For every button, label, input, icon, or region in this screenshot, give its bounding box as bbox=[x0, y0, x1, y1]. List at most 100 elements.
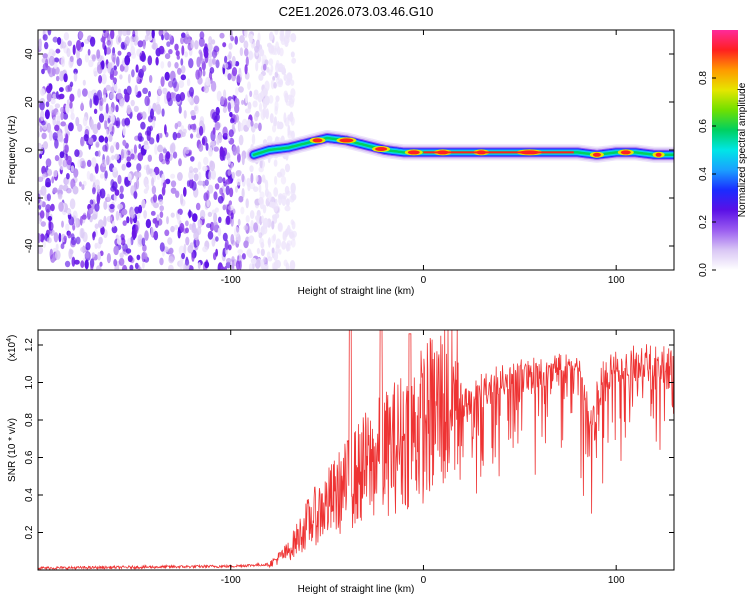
heatmap-cell bbox=[190, 39, 195, 49]
heatmap-cell bbox=[72, 185, 79, 195]
heatmap-cell bbox=[96, 184, 101, 193]
heatmap-cell bbox=[146, 164, 150, 175]
heatmap-cell bbox=[262, 98, 268, 109]
heatmap-cell bbox=[261, 215, 264, 224]
heatmap-cell bbox=[86, 159, 92, 167]
heatmap-cell bbox=[142, 39, 146, 50]
heatmap-cell bbox=[228, 51, 232, 60]
heatmap-cell bbox=[226, 203, 231, 214]
heatmap-cell bbox=[63, 32, 70, 41]
heatmap-cell bbox=[275, 238, 282, 249]
heatmap-cell bbox=[213, 212, 218, 224]
heatmap-cell bbox=[68, 248, 73, 260]
heatmap-cell bbox=[94, 223, 99, 229]
heatmap-cell bbox=[244, 108, 251, 114]
heatmap-cell bbox=[134, 206, 140, 214]
heatmap-cell bbox=[52, 116, 57, 126]
heatmap-cell bbox=[279, 47, 284, 57]
heatmap-cell bbox=[94, 203, 100, 212]
heatmap-cell bbox=[57, 128, 61, 137]
heatmap-cell bbox=[241, 173, 245, 183]
heatmap-cell bbox=[160, 61, 165, 69]
heatmap-cell bbox=[96, 193, 101, 205]
heatmap-cell bbox=[174, 224, 179, 230]
heatmap-cell bbox=[42, 141, 49, 150]
heatmap-cell bbox=[120, 151, 124, 161]
heatmap-cell bbox=[207, 211, 213, 217]
heatmap-cell bbox=[162, 146, 167, 154]
heatmap-cell bbox=[80, 260, 85, 268]
y-tick-label: 0.8 bbox=[24, 413, 35, 427]
heatmap-cell bbox=[285, 198, 290, 207]
heatmap-cell bbox=[68, 122, 74, 132]
heatmap-cell bbox=[157, 108, 162, 115]
heatmap-cell bbox=[117, 203, 123, 210]
heatmap-cell bbox=[255, 175, 259, 183]
heatmap-cell bbox=[75, 217, 79, 228]
heatmap-cell bbox=[166, 216, 169, 225]
heatmap-cell bbox=[197, 161, 202, 171]
heatmap-cell bbox=[116, 56, 120, 67]
heatmap-cell bbox=[204, 179, 209, 186]
heatmap-cell bbox=[278, 249, 282, 255]
heatmap-cell bbox=[159, 242, 165, 252]
heatmap-cell bbox=[168, 34, 173, 41]
heatmap-cell bbox=[38, 176, 44, 183]
heatmap-x-axis-label: Height of straight line (km) bbox=[298, 286, 415, 297]
heatmap-cell bbox=[231, 171, 235, 179]
heatmap-cell bbox=[119, 252, 124, 259]
heatmap-cell bbox=[222, 126, 228, 137]
heatmap-cell bbox=[111, 52, 117, 63]
heatmap-cell bbox=[114, 189, 120, 196]
heatmap-cell bbox=[224, 55, 228, 64]
heatmap-cell bbox=[47, 66, 52, 75]
heatmap-cell bbox=[150, 226, 154, 238]
heatmap-cell bbox=[175, 190, 180, 198]
heatmap-cell bbox=[188, 209, 192, 219]
heatmap-cell bbox=[247, 81, 251, 90]
heatmap-cell bbox=[170, 187, 177, 194]
heatmap-cell bbox=[273, 251, 279, 262]
heatmap-cell bbox=[88, 59, 94, 68]
heatmap-cell bbox=[283, 90, 288, 99]
heatmap-cell bbox=[99, 261, 103, 267]
heatmap-cell bbox=[206, 199, 210, 208]
heatmap-cell bbox=[199, 209, 206, 220]
heatmap-cell bbox=[275, 59, 280, 68]
heatmap-cell bbox=[239, 35, 245, 44]
heatmap-cell bbox=[189, 223, 193, 230]
heatmap-cell bbox=[238, 86, 244, 93]
heatmap-cell bbox=[44, 41, 49, 50]
heatmap-cell bbox=[209, 140, 215, 149]
heatmap-cell bbox=[158, 85, 162, 96]
heatmap-cell bbox=[197, 262, 201, 269]
heatmap-cell bbox=[207, 184, 214, 194]
heatmap-cell bbox=[110, 30, 115, 40]
snr-ticks: -100 0 100 0.2 0.4 0.6 0.8 1.0 1.2 bbox=[24, 330, 674, 586]
heatmap-cell bbox=[267, 237, 271, 248]
heatmap-cell bbox=[49, 248, 53, 260]
snr-series-line bbox=[38, 330, 674, 570]
heatmap-cell bbox=[133, 144, 137, 155]
heatmap-cell bbox=[109, 92, 115, 100]
heatmap-cell bbox=[67, 231, 72, 239]
heatmap-cell bbox=[82, 231, 88, 243]
heatmap-cell bbox=[158, 152, 164, 163]
heatmap-cell bbox=[217, 195, 224, 204]
heatmap-cell bbox=[212, 57, 216, 65]
heatmap-cell bbox=[39, 210, 45, 219]
heatmap-cell bbox=[72, 44, 76, 56]
heatmap-cell bbox=[225, 261, 231, 269]
heatmap-cell bbox=[178, 259, 184, 270]
heatmap-cell bbox=[126, 30, 131, 36]
heatmap-cell bbox=[151, 30, 155, 39]
heatmap-cell bbox=[232, 145, 238, 156]
heatmap-cell bbox=[60, 121, 66, 127]
heatmap-cell bbox=[198, 37, 205, 47]
x-tick-label: 100 bbox=[608, 275, 625, 286]
heatmap-cell bbox=[91, 54, 96, 62]
heatmap-cell bbox=[105, 84, 112, 91]
heatmap-cell bbox=[58, 201, 64, 212]
heatmap-cell bbox=[161, 173, 166, 183]
heatmap-cell bbox=[145, 218, 152, 229]
